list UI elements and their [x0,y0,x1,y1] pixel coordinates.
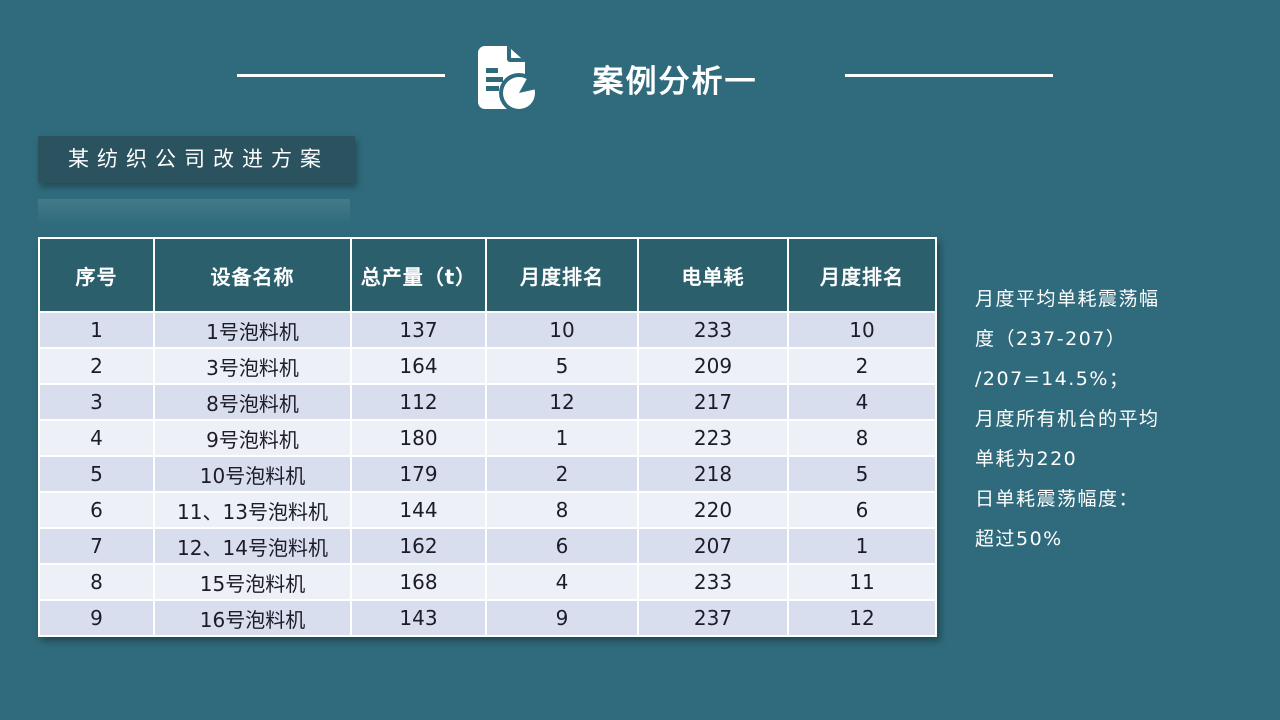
note-line: 日单耗震荡幅度： [975,488,1140,510]
table-row: 8 15号泡料机 168 4 233 11 [38,563,937,601]
table-cell: 218 [637,455,789,493]
table-cell: 162 [350,527,487,565]
table-cell: 7 [38,527,155,565]
table-cell: 6 [787,491,937,529]
table-cell: 1 [38,311,155,349]
table-cell: 12 [485,383,639,421]
table-cell: 8 [38,563,155,601]
table-cell: 4 [485,563,639,601]
table-cell: 8 [787,419,937,457]
table-cell: 209 [637,347,789,385]
table-row: 1 1号泡料机 137 10 233 10 [38,311,937,349]
note-line: 单耗为220 [975,448,1078,470]
table-column-header: 月度排名 [485,237,639,313]
table-cell: 3号泡料机 [153,347,352,385]
table-cell: 16号泡料机 [153,599,352,637]
table-cell: 3 [38,383,155,421]
table-cell: 10 [787,311,937,349]
page-title: 案例分析一 [592,64,758,100]
table-cell: 2 [38,347,155,385]
table-row: 5 10号泡料机 179 2 218 5 [38,455,937,493]
table-row: 7 12、14号泡料机 162 6 207 1 [38,527,937,565]
equipment-table: 序号 设备名称 总产量（t） 月度排名 电单耗 月度排名 1 1号泡料机 137 10 233 10… [38,237,937,637]
table-row: 6 11、13号泡料机 144 8 220 6 [38,491,937,529]
note-line: /207=14.5%； [975,368,1130,390]
table-cell: 223 [637,419,789,457]
table-cell: 10号泡料机 [153,455,352,493]
table-cell: 5 [787,455,937,493]
table-cell: 168 [350,563,487,601]
table-column-header: 月度排名 [787,237,937,313]
title-divider-right [845,74,1053,77]
table-row: 3 8号泡料机 112 12 217 4 [38,383,937,421]
table-row: 9 16号泡料机 143 9 237 12 [38,599,937,637]
table-cell: 233 [637,563,789,601]
table-cell: 179 [350,455,487,493]
table-cell: 4 [787,383,937,421]
table-row: 2 3号泡料机 164 5 209 2 [38,347,937,385]
table-body: 1 1号泡料机 137 10 233 10 2 3号泡料机 164 5 209 2 3 8号泡料机 112 1… [38,311,937,637]
note-line: 度（237-207） [975,328,1127,350]
table-cell: 220 [637,491,789,529]
table-cell: 2 [485,455,639,493]
table-cell: 237 [637,599,789,637]
note-line: 月度所有机台的平均 [975,408,1160,430]
table-cell: 144 [350,491,487,529]
table-cell: 5 [485,347,639,385]
table-column-header: 设备名称 [153,237,352,313]
table-cell: 12 [787,599,937,637]
table-cell: 180 [350,419,487,457]
table-row: 4 9号泡料机 180 1 223 8 [38,419,937,457]
table-cell: 2 [787,347,937,385]
table-cell: 233 [637,311,789,349]
table-cell: 1 [787,527,937,565]
table-column-header: 总产量（t） [350,237,487,313]
table-cell: 12、14号泡料机 [153,527,352,565]
table-cell: 8 [485,491,639,529]
table-cell: 15号泡料机 [153,563,352,601]
table-cell: 164 [350,347,487,385]
table-cell: 4 [38,419,155,457]
table-cell: 137 [350,311,487,349]
table-cell: 9 [485,599,639,637]
table-cell: 6 [38,491,155,529]
table-cell: 112 [350,383,487,421]
note-line: 超过50% [975,528,1063,550]
table-cell: 1号泡料机 [153,311,352,349]
table-cell: 6 [485,527,639,565]
title-divider-left [237,74,445,77]
table-cell: 1 [485,419,639,457]
table-column-header: 序号 [38,237,155,313]
table-cell: 11 [787,563,937,601]
table-cell: 8号泡料机 [153,383,352,421]
document-chart-icon [465,42,543,114]
table-cell: 11、13号泡料机 [153,491,352,529]
table-cell: 217 [637,383,789,421]
note-line: 月度平均单耗震荡幅 [975,288,1160,310]
subtitle-reflection [38,199,350,225]
table-cell: 143 [350,599,487,637]
table-header-row: 序号 设备名称 总产量（t） 月度排名 电单耗 月度排名 [38,237,937,313]
table-column-header: 电单耗 [637,237,789,313]
subtitle-badge: 某纺织公司改进方案 [38,136,355,183]
table-cell: 9 [38,599,155,637]
notes-block: 月度平均单耗震荡幅 度（237-207） /207=14.5%； 月度所有机台的平均单… [975,279,1275,559]
table-cell: 207 [637,527,789,565]
table-cell: 5 [38,455,155,493]
table-cell: 9号泡料机 [153,419,352,457]
table-cell: 10 [485,311,639,349]
